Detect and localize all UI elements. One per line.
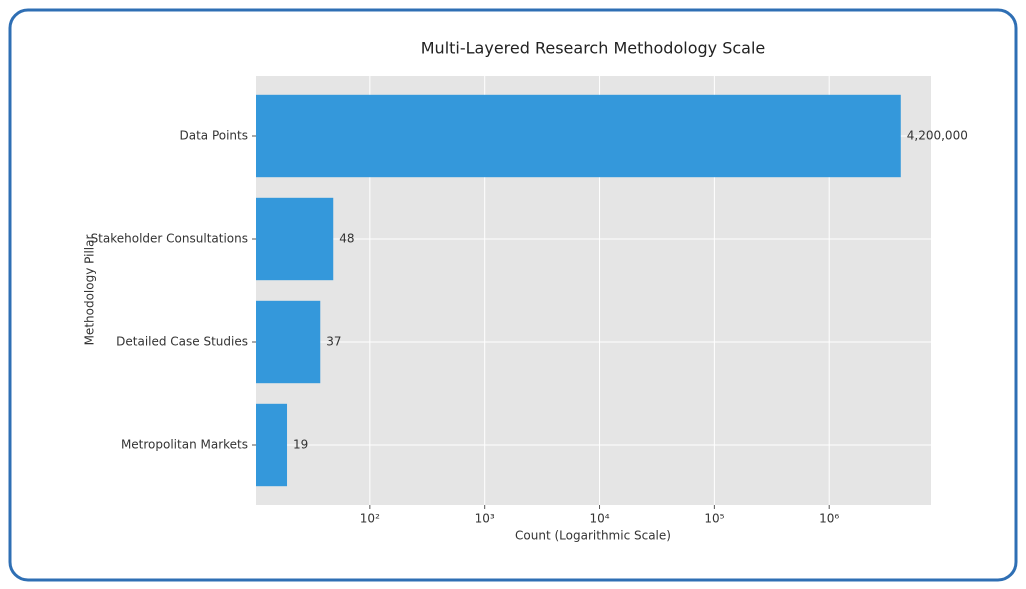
value-label: 48 bbox=[339, 232, 354, 246]
x-tick-label: 10⁴ bbox=[589, 512, 609, 526]
value-label: 4,200,000 bbox=[907, 129, 968, 143]
x-tick-label: 10³ bbox=[475, 512, 495, 526]
marks: 4,200,000 48 37 19 bbox=[256, 94, 968, 487]
bar bbox=[256, 403, 288, 487]
y-axis-label: Methodology Pillar bbox=[83, 235, 97, 346]
x-axis-label: Count (Logarithmic Scale) bbox=[515, 529, 671, 543]
y-tick-label: Detailed Case Studies bbox=[116, 335, 248, 349]
chart-title: Multi-Layered Research Methodology Scale bbox=[421, 39, 766, 58]
value-label: 37 bbox=[326, 335, 341, 349]
bar bbox=[256, 94, 901, 178]
y-tick-label: Data Points bbox=[179, 129, 248, 143]
x-tick-label: 10² bbox=[360, 512, 380, 526]
bar bbox=[256, 300, 321, 384]
x-tick-label: 10⁵ bbox=[704, 512, 724, 526]
bar bbox=[256, 197, 334, 281]
x-tick-label: 10⁶ bbox=[819, 512, 839, 526]
y-tick-label: Stakeholder Consultations bbox=[91, 232, 248, 246]
y-tick-label: Metropolitan Markets bbox=[121, 438, 248, 452]
value-label: 19 bbox=[293, 438, 308, 452]
